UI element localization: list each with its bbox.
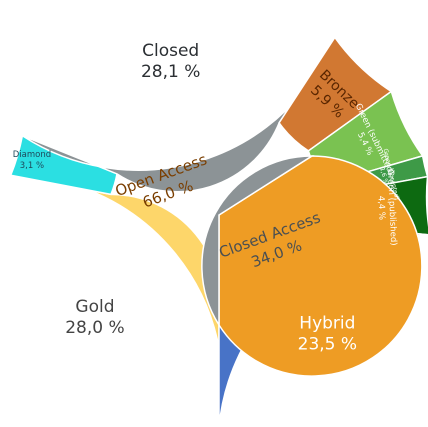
outer-label-green-published-value: 4,4 % — [376, 196, 387, 221]
inner-slice-closed-access — [201, 155, 315, 328]
outer-slice-gold — [10, 174, 224, 427]
inner-slice-open-access — [218, 155, 423, 377]
outer-label-gold: Gold — [75, 297, 114, 317]
outer-label-diamond: Diamond — [13, 150, 51, 160]
outer-label-hybrid-value: 23,5 % — [298, 335, 357, 355]
outer-label-hybrid: Hybrid — [299, 314, 355, 334]
outer-label-closed-value: 28,1 % — [141, 62, 200, 82]
outer-label-gold-value: 28,0 % — [65, 318, 124, 338]
outer-label-diamond-value: 3,1 % — [20, 161, 44, 171]
outer-label-closed: Closed — [142, 41, 199, 61]
outer-label-green-published: Green (published) — [385, 169, 398, 246]
outer-label-green-accepted-value: 1,6 % — [378, 167, 389, 186]
